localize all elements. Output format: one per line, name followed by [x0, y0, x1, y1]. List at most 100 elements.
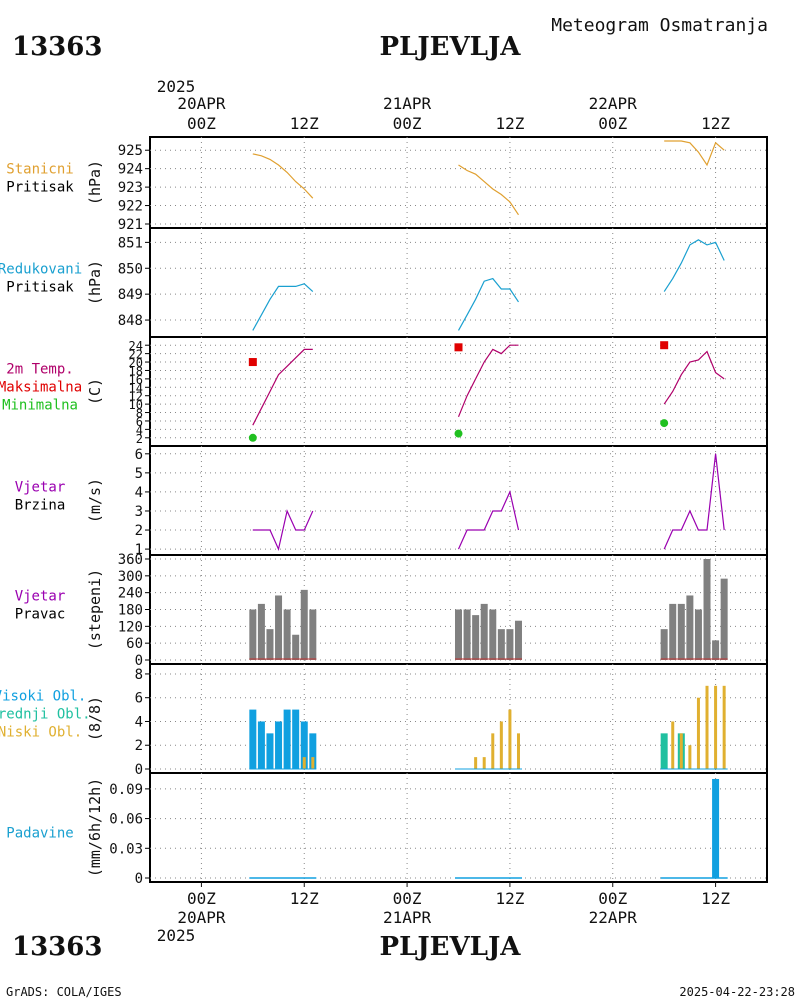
- y-tick-label: 6: [136, 415, 143, 429]
- top-hour-label: 12Z: [495, 114, 524, 133]
- y-tick-label: 240: [118, 586, 143, 602]
- y-tick-label: 18: [129, 364, 143, 378]
- y-tick-label: 923: [118, 180, 143, 196]
- y-tick-label: 24: [129, 339, 143, 353]
- high-cloud-bar: [249, 709, 257, 769]
- panel-6: 0 0.03 0.06 0.09 (mm/6h/12h) Padavine: [6, 772, 768, 887]
- tmax-marker: [248, 358, 257, 367]
- series-line: [663, 453, 725, 550]
- panel-label: 2m Temp.: [6, 362, 73, 378]
- series-line: [457, 490, 520, 550]
- y-tick-label: 8: [136, 407, 143, 421]
- panel-label: Stanicni: [6, 162, 73, 178]
- y-unit-label: (mm/6h/12h): [86, 778, 104, 877]
- y-unit-label: (C): [86, 378, 104, 405]
- low-cloud-bar: [722, 685, 726, 769]
- station-id-bottom: 13363: [12, 932, 102, 962]
- winddir-bar: [686, 595, 694, 660]
- y-tick-label: 5: [135, 466, 143, 482]
- series-line: [458, 164, 519, 216]
- series-line: [663, 350, 725, 405]
- mid-cloud-bar: [660, 733, 668, 769]
- y-tick-label: 0: [135, 762, 143, 778]
- plot-area: [249, 685, 728, 770]
- y-tick-label: 180: [118, 603, 143, 619]
- low-cloud-bar: [311, 757, 315, 769]
- series-line: [457, 277, 519, 331]
- panel-5: 0 2 4 6 8 (8/8)Visoki Obl. Srednji Obl. Niski O…: [0, 663, 768, 778]
- winddir-bar: [480, 603, 488, 660]
- panel-label: Padavine: [6, 826, 73, 842]
- series-line: [252, 283, 314, 331]
- y-tick-label: 849: [118, 287, 143, 303]
- y-unit-label: (hPa): [86, 260, 104, 305]
- y-tick-label: 4: [136, 423, 143, 437]
- tmin-marker: [248, 433, 257, 442]
- panel-frame: [149, 227, 768, 338]
- low-cloud-bar: [671, 721, 675, 769]
- plot-area: [252, 453, 725, 551]
- winddir-bar: [472, 615, 480, 660]
- station-id-top: 13363: [12, 32, 102, 62]
- low-cloud-bar: [508, 709, 512, 769]
- top-hour-label: 00Z: [393, 114, 422, 133]
- bottom-hour-label: 00Z: [598, 889, 627, 908]
- y-tick-label: 0.03: [109, 841, 143, 857]
- y-tick-label: 6: [135, 447, 143, 463]
- winddir-bar: [712, 640, 720, 660]
- footer-credit: GrADS: COLA/IGES: [6, 985, 122, 999]
- bottom-hour-label: 12Z: [495, 889, 524, 908]
- tmax-marker: [660, 341, 669, 350]
- tmin-marker: [454, 429, 463, 438]
- y-tick-label: 300: [118, 569, 143, 585]
- high-cloud-bar: [257, 721, 265, 769]
- y-tick-label: 0: [135, 653, 143, 669]
- series-line: [663, 239, 725, 292]
- panel-label: Minimalna: [2, 398, 78, 414]
- y-tick-label: 16: [129, 373, 143, 387]
- y-tick-label: 848: [118, 313, 143, 329]
- panel-label: Redukovani: [0, 262, 82, 278]
- low-cloud-bar: [679, 733, 683, 769]
- y-unit-label: (stepeni): [86, 569, 104, 650]
- panel-frame: [149, 136, 768, 229]
- low-cloud-bar: [688, 745, 692, 769]
- winddir-bar: [283, 609, 291, 660]
- y-tick-label: 22: [129, 348, 143, 362]
- winddir-bar: [266, 629, 274, 660]
- year-top: 2025: [157, 77, 196, 96]
- series-line: [252, 348, 313, 426]
- station-name-bottom: PLJEVLJA: [380, 932, 522, 962]
- high-cloud-bar: [300, 721, 308, 769]
- panel-label: Pritisak: [6, 180, 74, 196]
- bottom-hour-label: 12Z: [701, 889, 730, 908]
- station-name-top: PLJEVLJA: [380, 32, 522, 62]
- y-tick-label: 12: [129, 390, 143, 404]
- panel-label: Brzina: [15, 498, 66, 514]
- y-tick-label: 850: [118, 261, 143, 277]
- y-tick-label: 922: [118, 199, 143, 215]
- winddir-bar: [497, 629, 505, 660]
- high-cloud-bar: [275, 721, 283, 769]
- winddir-bar: [292, 634, 300, 660]
- y-unit-label: (8/8): [86, 696, 104, 741]
- bottom-date-label: 20APR: [177, 908, 226, 927]
- low-cloud-bar: [696, 697, 700, 769]
- high-cloud-bar: [283, 709, 291, 769]
- y-tick-label: 4: [135, 485, 143, 501]
- panel-label: Niski Obl.: [0, 725, 82, 741]
- y-tick-label: 3: [135, 504, 143, 520]
- low-cloud-bar: [714, 685, 718, 769]
- y-tick-label: 20: [129, 356, 143, 370]
- top-date-label: 21APR: [383, 94, 432, 113]
- winddir-bar: [720, 578, 728, 660]
- y-tick-label: 921: [118, 217, 143, 233]
- y-tick-label: 851: [118, 235, 143, 251]
- plot-area: [249, 778, 728, 879]
- high-cloud-bar: [309, 733, 317, 769]
- plot-area: [252, 239, 725, 331]
- low-cloud-bar: [516, 733, 520, 769]
- y-tick-label: 2: [135, 523, 143, 539]
